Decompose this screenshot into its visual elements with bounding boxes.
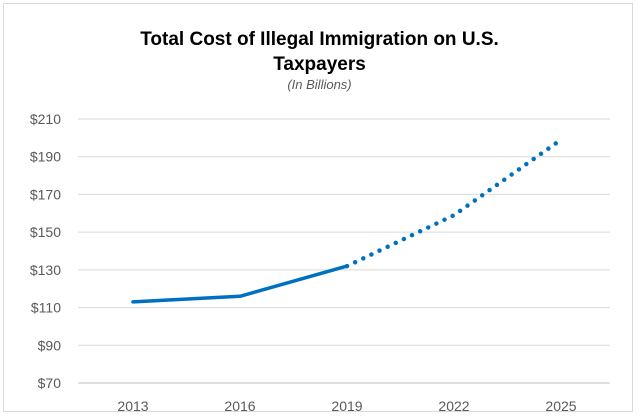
y-tick-label: $130 [30, 262, 61, 278]
y-tick-label: $170 [30, 186, 61, 202]
x-axis-ticks: 2013 2016 2019 2022 2025 [117, 398, 576, 414]
chart-title: Total Cost of Illegal Immigration on U.S… [0, 27, 639, 77]
gridlines [78, 118, 610, 384]
y-tick-label: $90 [38, 337, 62, 353]
y-tick-label: $150 [30, 224, 61, 240]
y-tick-label: $110 [31, 300, 61, 316]
y-axis-ticks: $210 $190 $170 $150 $130 $110 $90 $70 [30, 111, 61, 391]
projected-cost-line [344, 137, 564, 269]
x-tick-label: 2016 [224, 398, 255, 414]
chart-title-line-1: Total Cost of Illegal Immigration on U.S… [140, 29, 499, 50]
chart-frame [3, 3, 633, 412]
x-tick-label: 2025 [545, 398, 576, 414]
y-tick-label: $70 [38, 375, 62, 391]
actual-cost-line [131, 264, 349, 304]
series-lines [131, 137, 564, 304]
chart-subtitle: (In Billions) [287, 77, 352, 92]
y-tick-label: $210 [30, 111, 61, 127]
chart-title-line-2: Taxpayers [273, 54, 366, 75]
x-tick-label: 2013 [117, 398, 148, 414]
y-tick-label: $190 [30, 149, 61, 165]
x-tick-label: 2022 [438, 398, 469, 414]
x-tick-label: 2019 [331, 398, 362, 414]
